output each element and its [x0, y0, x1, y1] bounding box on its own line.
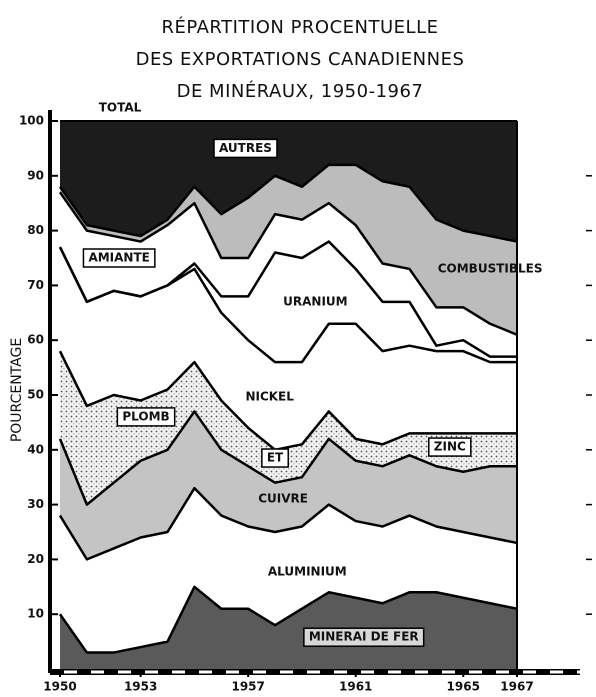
- chart-title: DE MINÉRAUX, 1950-1967: [177, 80, 424, 102]
- x-axis-dash: [253, 670, 266, 674]
- label-box: [303, 627, 425, 647]
- boundary-line: [58, 585, 518, 654]
- x-tick-label: 1967: [500, 680, 533, 694]
- x-axis-dash: [145, 670, 158, 674]
- area: [60, 488, 517, 653]
- area: [60, 192, 517, 357]
- x-axis-dash: [280, 670, 293, 674]
- y-tick-label: 30: [27, 497, 44, 511]
- x-axis-dash: [91, 670, 104, 674]
- x-tick-label: 1953: [124, 680, 157, 694]
- area-label: ZINC: [434, 440, 466, 454]
- area: [60, 247, 517, 450]
- area-label: NICKEL: [245, 390, 294, 404]
- x-axis-dash: [361, 670, 374, 674]
- y-tick-label: 90: [27, 168, 44, 182]
- area: [60, 241, 517, 363]
- area-label: URANIUM: [283, 294, 347, 308]
- x-axis-dash: [442, 670, 455, 674]
- x-axis-dash: [172, 670, 185, 674]
- label-box: [213, 138, 278, 159]
- label-box: [116, 407, 176, 427]
- x-tick-label: 1950: [43, 680, 76, 694]
- area: [60, 411, 517, 560]
- boundary-line: [58, 410, 517, 506]
- x-tick-label: 1961: [339, 680, 372, 694]
- boundary-line: [58, 191, 518, 336]
- area-label: AUTRES: [219, 141, 272, 155]
- area-label: AMIANTE: [88, 251, 149, 265]
- boundary-line: [58, 163, 518, 243]
- y-tick-label: 20: [27, 552, 44, 566]
- boundary-line: [58, 486, 518, 561]
- boundary-line: [58, 240, 517, 358]
- label-box: [261, 448, 290, 468]
- x-tick-label: 1957: [231, 680, 264, 694]
- y-tick-label: 10: [27, 607, 44, 621]
- x-axis-dash: [496, 670, 509, 674]
- annotation: TOTAL: [99, 101, 142, 115]
- area-label: CUIVRE: [258, 492, 308, 506]
- x-axis-dash: [226, 670, 239, 674]
- x-axis-dash: [415, 670, 428, 674]
- x-axis-dash: [334, 670, 347, 674]
- y-tick-label: 80: [27, 223, 44, 237]
- x-tick-label: 1965: [447, 680, 480, 694]
- label-box: [428, 437, 472, 457]
- y-tick-label: 60: [27, 333, 44, 347]
- chart-title: RÉPARTITION PROCENTUELLE: [162, 16, 439, 38]
- x-axis-dash: [388, 670, 401, 674]
- y-axis-label: POURCENTAGE: [9, 338, 25, 442]
- area-label: ET: [267, 451, 284, 465]
- x-axis-dash: [577, 670, 590, 674]
- y-tick-label: 40: [27, 442, 44, 456]
- area: [60, 164, 517, 335]
- x-axis-dash: [523, 670, 536, 674]
- area-label: ALUMINIUM: [268, 565, 347, 579]
- chart-title: DES EXPORTATIONS CANADIENNES: [136, 49, 465, 70]
- boundary-line: [58, 350, 517, 452]
- y-tick-label: 50: [27, 388, 44, 402]
- x-axis-dash: [469, 670, 482, 674]
- area-label: PLOMB: [122, 409, 169, 423]
- y-tick-label: 70: [27, 278, 44, 292]
- x-axis-dash: [307, 670, 320, 674]
- area: [60, 586, 517, 669]
- area: [60, 351, 517, 505]
- x-axis-dash: [199, 670, 212, 674]
- x-axis-dash: [118, 670, 131, 674]
- area-label: MINERAI DE FER: [309, 630, 419, 644]
- y-tick-label: 100: [19, 114, 44, 128]
- area-label: COMBUSTIBLES: [438, 261, 543, 275]
- x-axis-dash: [550, 670, 563, 674]
- label-box: [82, 248, 156, 268]
- x-axis-dash: [64, 670, 77, 674]
